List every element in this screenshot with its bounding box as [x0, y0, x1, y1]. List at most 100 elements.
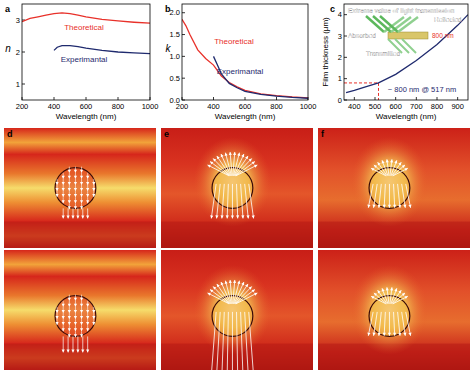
x-tick [395, 97, 396, 100]
field-arrow-head [229, 280, 232, 283]
series-name: Experimantal [217, 67, 264, 76]
field-arrow-head [62, 349, 65, 352]
panel-label: b [165, 4, 171, 14]
field-arrow-head [92, 316, 95, 319]
field-arrow-head [74, 200, 77, 203]
field-arrow-head [86, 182, 89, 185]
y-tick-label: 0 [338, 96, 342, 105]
plot-area [22, 13, 150, 54]
field-arrow-head [81, 215, 84, 218]
y-tick-label: 2 [338, 53, 342, 62]
panel-label: a [5, 4, 11, 14]
series-line [214, 56, 309, 98]
reference-x [378, 83, 379, 100]
field-arrow-head [378, 290, 381, 293]
field-glow [351, 265, 429, 355]
series-name: Experimantal [61, 55, 108, 64]
field-arrow [233, 280, 235, 304]
y-tick-label: 1 [16, 80, 20, 89]
field-arrow [374, 184, 378, 208]
field-arrow-head [74, 304, 77, 307]
field-arrow [208, 165, 229, 176]
y-tick [182, 34, 185, 35]
field-arrow-head [403, 205, 406, 208]
field-arrow-head [252, 215, 255, 218]
field-arrow-head [74, 322, 77, 325]
field-arrow-head [68, 200, 71, 203]
x-tick [375, 97, 376, 100]
field-arrow-head [74, 188, 77, 191]
field-arrow [249, 184, 254, 218]
field-arrow [227, 184, 228, 218]
x-tick [86, 97, 87, 100]
y-tick-label: 1 [338, 74, 342, 83]
field-arrow-head [382, 288, 385, 291]
annotation: ~ 800 nm @ 517 nm [388, 85, 456, 94]
ray-in [380, 16, 398, 32]
series-line [54, 46, 150, 54]
field-arrow-head [62, 215, 65, 218]
field-arrow-head [55, 194, 58, 197]
field-arrow [227, 312, 228, 370]
field-arrow-head [398, 162, 401, 165]
field-arrow [208, 293, 229, 304]
field-arrow-head [404, 296, 407, 299]
field-arrow-head [92, 182, 95, 185]
field-arrow-head [237, 281, 240, 284]
field-arrow [237, 184, 238, 218]
field-panel: d [4, 128, 156, 370]
field-arrow [394, 312, 395, 336]
field-arrow [406, 312, 411, 336]
field-arrow-head [248, 286, 251, 289]
x-tick-label: 800 [112, 102, 125, 111]
field-arrow-head [86, 316, 89, 319]
field-arrow-head [383, 205, 386, 208]
inset-title: Extreme value of light transmission [348, 7, 455, 15]
field-arrow-head [62, 194, 65, 197]
panel-label: d [7, 129, 13, 139]
field-arrow-head [225, 153, 228, 156]
x-tick [354, 97, 355, 100]
field-arrow-head [80, 316, 83, 319]
y-tick [22, 84, 25, 85]
field-arrow [213, 158, 229, 175]
field-arrow-head [398, 205, 401, 208]
x-tick-label: 1000 [142, 102, 159, 111]
field-arrow-head [80, 310, 83, 313]
field-arrow-head [62, 176, 65, 179]
field-background [161, 128, 313, 248]
y-tick [22, 52, 25, 53]
field-arrow-head [225, 281, 228, 284]
field-arrow-head [68, 328, 71, 331]
field-arrow-head [398, 290, 401, 293]
field-arrow-head [403, 333, 406, 336]
x-tick [54, 97, 55, 100]
field-arrow-head [68, 182, 71, 185]
x-tick [118, 97, 119, 100]
field-panel: f [318, 128, 470, 370]
field-arrow-head [210, 161, 213, 164]
x-tick [437, 97, 438, 100]
y-tick-label: 2.0 [170, 8, 180, 17]
film [388, 32, 428, 39]
series-line [22, 13, 150, 23]
field-arrow-head [254, 165, 257, 168]
field-arrow [210, 289, 229, 303]
field-arrow [210, 161, 229, 175]
field-arrow-head [390, 287, 393, 290]
field-arrow-head [246, 215, 249, 218]
field-arrow-head [62, 322, 65, 325]
series-name: Theoretical [64, 23, 104, 32]
field-arrow-head [245, 284, 248, 287]
field-panel: e [161, 128, 313, 373]
chart-a: 2004006008001000123Wavelength (nm)naTheo… [5, 4, 158, 121]
inset-label: Absorbed [348, 32, 376, 39]
field-arrow-head [92, 194, 95, 197]
y-tick-label: 1.5 [170, 30, 180, 39]
field-arrow-head [74, 310, 77, 313]
x-tick-label: 400 [348, 102, 361, 111]
series-line [182, 19, 308, 98]
field-arrow-head [62, 310, 65, 313]
field-arrow-head [383, 333, 386, 336]
field-glow [194, 137, 272, 227]
